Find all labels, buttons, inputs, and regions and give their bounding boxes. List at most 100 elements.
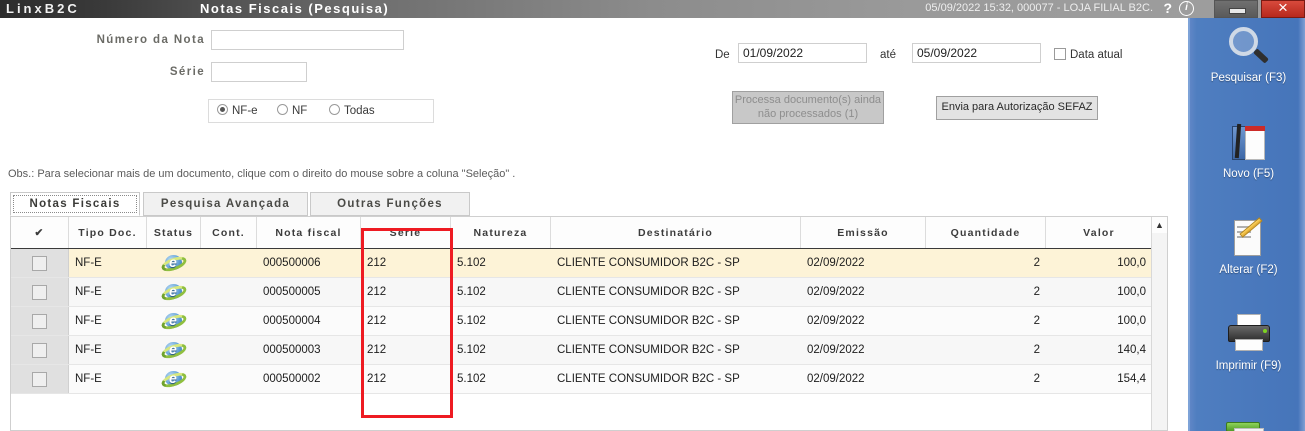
cell-nota-fiscal: 000500003 <box>263 344 321 356</box>
cell-serie: 212 <box>367 373 387 385</box>
row-select-checkbox[interactable] <box>11 336 69 364</box>
column-header-emissao[interactable]: Emissão <box>801 217 926 248</box>
scroll-up-arrow[interactable]: ▲ <box>1152 217 1167 233</box>
cell-status: e <box>147 278 201 306</box>
cell-quantidade: 2 <box>1033 286 1040 298</box>
column-header-selecao[interactable]: ✔ <box>11 217 69 248</box>
ie-globe-icon: e <box>159 281 189 304</box>
close-button[interactable] <box>1261 0 1305 18</box>
radio-todas-label: Todas <box>344 105 375 117</box>
table-row[interactable]: NF-E e 000500004 212 5.102 CLIENTE CONSUMIDOR… <box>11 307 1167 336</box>
row-select-checkbox[interactable] <box>11 307 69 335</box>
cell-destinatario: CLIENTE CONSUMIDOR B2C - SP <box>557 315 740 327</box>
cell-emissao: 02/09/2022 <box>807 373 865 385</box>
magnifier-icon <box>1225 26 1273 70</box>
ate-date-input[interactable] <box>912 43 1041 63</box>
row-select-checkbox[interactable] <box>11 278 69 306</box>
cell-tipo-doc: NF-E <box>75 257 102 269</box>
row-select-checkbox-box <box>32 284 47 300</box>
sidebar-item-novo[interactable]: Novo (F5) <box>1190 122 1305 180</box>
radio-nfe-label: NF-e <box>232 105 258 117</box>
action-sidebar: Pesquisar (F3) Novo (F5) Alterar (F2) Im… <box>1188 18 1305 431</box>
radio-nfe[interactable]: NF-e <box>217 104 258 117</box>
sidebar-item-imprimir[interactable]: Imprimir (F9) <box>1190 314 1305 372</box>
numero-da-nota-label: Número da Nota <box>96 34 205 46</box>
cell-destinatario: CLIENTE CONSUMIDOR B2C - SP <box>557 257 740 269</box>
ie-globe-icon: e <box>159 252 189 275</box>
info-icon[interactable]: i <box>1179 1 1194 16</box>
cell-serie: 212 <box>367 344 387 356</box>
minimize-button[interactable] <box>1214 0 1258 18</box>
numero-da-nota-input[interactable] <box>211 30 404 50</box>
printer-icon <box>1223 314 1275 358</box>
column-header-natureza[interactable]: Natureza <box>451 217 551 248</box>
cell-status: e <box>147 365 201 393</box>
cell-cont <box>201 249 257 277</box>
serie-input[interactable] <box>211 62 307 82</box>
app-logo: LinxB2C <box>6 1 80 16</box>
radio-nf[interactable]: NF <box>277 104 307 117</box>
table-row[interactable]: NF-E e 000500002 212 5.102 CLIENTE CONSUMIDOR… <box>11 365 1167 394</box>
column-header-tipo-doc[interactable]: Tipo Doc. <box>69 217 147 248</box>
cell-tipo-doc: NF-E <box>75 373 102 385</box>
sidebar-item-novo-label: Novo (F5) <box>1222 168 1275 180</box>
tab-pesquisa-avancada[interactable]: Pesquisa Avançada <box>143 192 308 216</box>
help-icon[interactable]: ? <box>1163 0 1172 16</box>
radio-todas[interactable]: Todas <box>329 104 375 117</box>
partial-export-icon[interactable] <box>1226 422 1268 431</box>
cell-emissao: 02/09/2022 <box>807 315 865 327</box>
tab-notas-fiscais[interactable]: Notas Fiscais <box>10 192 140 216</box>
data-atual-checkbox[interactable]: Data atual <box>1054 48 1122 61</box>
column-header-valor[interactable]: Valor <box>1046 217 1152 248</box>
sidebar-item-imprimir-label: Imprimir (F9) <box>1215 360 1282 372</box>
column-header-serie[interactable]: Série <box>361 217 451 248</box>
cell-destinatario: CLIENTE CONSUMIDOR B2C - SP <box>557 344 740 356</box>
cell-tipo-doc: NF-E <box>75 344 102 356</box>
radio-nfe-indicator <box>217 104 228 115</box>
de-date-input[interactable] <box>738 43 867 63</box>
column-header-quantidade[interactable]: Quantidade <box>926 217 1046 248</box>
column-header-nota-fiscal[interactable]: Nota fiscal <box>257 217 361 248</box>
sidebar-item-pesquisar-label: Pesquisar (F3) <box>1210 72 1287 84</box>
table-row[interactable]: NF-E e 000500005 212 5.102 CLIENTE CONSUMIDOR… <box>11 278 1167 307</box>
notepad-pen-icon <box>1226 122 1272 166</box>
sidebar-item-pesquisar[interactable]: Pesquisar (F3) <box>1190 26 1305 84</box>
tab-pesquisa-avancada-label: Pesquisa Avançada <box>160 198 291 210</box>
cell-natureza: 5.102 <box>457 315 486 327</box>
envia-sefaz-button[interactable]: Envia para Autorização SEFAZ <box>936 96 1098 120</box>
cell-valor: 100,0 <box>1117 257 1146 269</box>
cell-natureza: 5.102 <box>457 257 486 269</box>
document-pencil-icon <box>1226 217 1272 262</box>
tab-outras-funcoes-label: Outras Funções <box>337 198 443 210</box>
data-atual-checkbox-box <box>1054 48 1066 60</box>
tab-notas-fiscais-label: Notas Fiscais <box>29 198 121 210</box>
tab-outras-funcoes[interactable]: Outras Funções <box>310 192 470 216</box>
cell-nota-fiscal: 000500006 <box>263 257 321 269</box>
grid-vertical-scrollbar[interactable]: ▲ <box>1151 217 1167 430</box>
cell-natureza: 5.102 <box>457 344 486 356</box>
cell-tipo-doc: NF-E <box>75 286 102 298</box>
cell-serie: 212 <box>367 315 387 327</box>
sidebar-item-alterar[interactable]: Alterar (F2) <box>1190 217 1305 276</box>
row-select-checkbox[interactable] <box>11 365 69 393</box>
processa-documentos-button[interactable]: Processa documento(s) ainda não processa… <box>732 91 884 124</box>
cell-natureza: 5.102 <box>457 373 486 385</box>
table-row[interactable]: NF-E e 000500006 212 5.102 CLIENTE CONSUMIDOR… <box>11 249 1167 278</box>
radio-nf-label: NF <box>292 105 308 117</box>
column-header-cont[interactable]: Cont. <box>201 217 257 248</box>
cell-quantidade: 2 <box>1033 373 1040 385</box>
cell-valor: 140,4 <box>1117 344 1146 356</box>
column-header-status[interactable]: Status <box>147 217 201 248</box>
cell-quantidade: 2 <box>1033 344 1040 356</box>
column-header-destinatario[interactable]: Destinatário <box>551 217 801 248</box>
row-select-checkbox[interactable] <box>11 249 69 277</box>
cell-cont <box>201 365 257 393</box>
cell-status: e <box>147 307 201 335</box>
table-row[interactable]: NF-E e 000500003 212 5.102 CLIENTE CONSUMIDOR… <box>11 336 1167 365</box>
cell-nota-fiscal: 000500002 <box>263 373 321 385</box>
cell-quantidade: 2 <box>1033 315 1040 327</box>
cell-nota-fiscal: 000500005 <box>263 286 321 298</box>
observacao-text: Obs.: Para selecionar mais de um documen… <box>8 168 516 180</box>
window-title: Notas Fiscais (Pesquisa) <box>200 1 390 16</box>
